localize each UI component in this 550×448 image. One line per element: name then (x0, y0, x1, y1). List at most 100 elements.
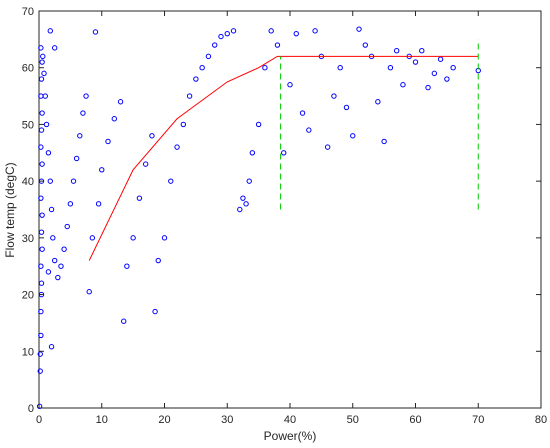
x-tick-label: 30 (221, 414, 233, 426)
scatter-point (343, 104, 350, 111)
scatter-point (400, 82, 406, 88)
y-tick-label: 20 (22, 290, 34, 302)
scatter-point (38, 263, 44, 269)
scatter-point (42, 93, 48, 99)
scatter-point (80, 110, 86, 116)
scatter-point (375, 99, 381, 105)
scatter-point (130, 235, 136, 241)
x-axis-title: Power(%) (264, 429, 317, 443)
scatter-point (152, 308, 158, 315)
scatter-point (136, 195, 143, 201)
scatter-point (199, 65, 205, 71)
y-tick-label: 60 (22, 63, 34, 75)
scatter-point (350, 133, 356, 139)
scatter-point (95, 201, 102, 207)
y-tick-label: 30 (22, 233, 34, 245)
scatter-point (437, 56, 444, 62)
scatter-point (92, 29, 99, 35)
scatter-point (174, 144, 180, 150)
scatter-point (70, 178, 77, 184)
scatter-point (205, 53, 212, 60)
scatter-point (38, 332, 44, 339)
scatter-point (38, 45, 44, 51)
y-tick-label: 10 (22, 346, 34, 358)
scatter-point (180, 121, 187, 128)
scatter-point (306, 127, 312, 133)
scatter-point (47, 28, 53, 34)
scatter-point (51, 45, 58, 51)
scatter-point (67, 201, 74, 207)
plot-area (38, 10, 542, 409)
scatter-point (337, 65, 343, 71)
x-tick-label: 70 (472, 414, 484, 426)
scatter-point (64, 223, 70, 230)
scatter-point (39, 59, 45, 65)
scatter-point (444, 76, 450, 82)
y-axis-title: Flow temp (degC) (3, 162, 17, 257)
scatter-point (48, 344, 55, 350)
scatter-point (149, 133, 155, 139)
scatter-point (51, 257, 58, 264)
y-tick-label: 70 (22, 6, 34, 18)
scatter-point (281, 150, 287, 156)
scatter-point (37, 351, 43, 357)
scatter-point (168, 178, 174, 184)
scatter-point (83, 93, 89, 99)
x-tick-label: 50 (347, 414, 359, 426)
x-axis-ticks: 0 10 20 30 40 50 60 70 80 (36, 11, 547, 426)
scatter-point (47, 178, 53, 184)
scatter-point (431, 70, 438, 77)
scatter-point (237, 206, 243, 213)
scatter-point (41, 70, 47, 77)
y-tick-label: 50 (22, 119, 34, 131)
scatter-point (38, 195, 44, 201)
x-tick-label: 60 (409, 414, 421, 426)
scatter-point (155, 257, 161, 264)
scatter-point (111, 116, 118, 122)
scatter-point (39, 246, 45, 252)
scatter-point (48, 206, 55, 213)
scatter-point (38, 127, 45, 133)
scatter-point (299, 110, 306, 116)
x-tick-label: 40 (284, 414, 296, 426)
scatter-point (230, 28, 237, 34)
scatter-point (50, 235, 56, 241)
scatter-point (38, 308, 44, 315)
scatter-point (331, 93, 337, 99)
scatter-point (362, 42, 368, 48)
scatter-point (412, 59, 419, 65)
scatter-point (393, 48, 400, 54)
scatter-point (86, 289, 92, 295)
y-tick-label: 40 (22, 176, 34, 188)
x-tick-label: 10 (96, 414, 108, 426)
scatter-point (38, 76, 45, 82)
scatter-point (99, 167, 105, 173)
scatter-point (38, 280, 45, 286)
scatter-point (312, 28, 318, 34)
scatter-point (38, 144, 44, 150)
data-marks (36, 26, 481, 409)
scatter-point (45, 150, 52, 156)
scatter-point (45, 269, 52, 275)
scatter-point (37, 368, 43, 374)
scatter-point (212, 42, 218, 48)
scatter-point (161, 235, 168, 241)
scatter-point (39, 161, 45, 167)
scatter-point (249, 150, 256, 156)
scatter-point (89, 235, 96, 241)
scatter-point (274, 42, 281, 48)
scatter-point (246, 178, 252, 184)
scatter-point (450, 65, 456, 71)
scatter-point (61, 246, 67, 252)
scatter-point (186, 93, 193, 99)
y-axis-ticks: 0 10 20 30 40 50 60 70 (22, 6, 541, 415)
scatter-point (293, 30, 299, 37)
x-tick-label: 0 (36, 414, 42, 426)
scatter-point (142, 161, 149, 167)
scatter-point (77, 133, 83, 139)
scatter-point (425, 84, 431, 91)
y-tick-label: 0 (28, 403, 34, 415)
scatter-point (218, 33, 224, 40)
scatter-point (193, 76, 199, 82)
